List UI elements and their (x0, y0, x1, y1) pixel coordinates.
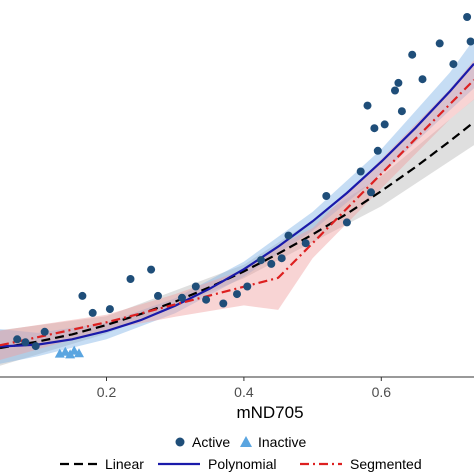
legend-label-segmented: Segmented (350, 456, 422, 472)
data-point-active (31, 342, 40, 351)
data-point-active (435, 39, 444, 48)
legend: Active Inactive Linear Polynomial Segmented (60, 434, 422, 472)
data-point-inactive (60, 346, 71, 356)
data-point-active (370, 124, 379, 133)
data-point-active (408, 50, 417, 59)
x-tick-label: 0.2 (97, 384, 117, 400)
fit-line-linear (0, 121, 474, 350)
data-point-active (322, 192, 331, 200)
data-point-active (373, 146, 382, 155)
data-point-active (418, 75, 427, 84)
x-axis-title: mND705 (236, 403, 303, 422)
data-point-active (105, 305, 114, 314)
x-axis-ticks: 0.2 0.4 0.6 (97, 377, 391, 400)
data-point-active (233, 290, 241, 299)
x-tick-label: 0.6 (372, 384, 392, 400)
fit-lines (0, 62, 474, 350)
fit-line-polynomial (0, 62, 474, 348)
data-point-active (267, 259, 276, 268)
data-point-active (257, 256, 265, 265)
data-point-active (356, 167, 365, 176)
data-point-active (463, 13, 472, 21)
data-points (13, 13, 474, 359)
confidence-bands (0, 39, 474, 366)
data-point-inactive (74, 348, 84, 358)
data-point-active (78, 291, 87, 300)
confidence-band-polynomial (0, 39, 474, 364)
data-point-active (219, 299, 228, 308)
data-point-active (380, 120, 389, 129)
data-point-active (397, 107, 406, 116)
data-point-active (367, 188, 375, 197)
data-point-active (363, 101, 372, 110)
x-tick-label: 0.4 (234, 384, 254, 400)
data-point-active (301, 239, 310, 248)
data-point-active (342, 218, 351, 227)
data-point-active (21, 338, 30, 347)
data-point-active (394, 78, 403, 87)
data-point-active (284, 231, 293, 240)
legend-marker-inactive (240, 436, 252, 447)
data-point-active (191, 282, 200, 291)
legend-label-active: Active (192, 434, 230, 450)
data-point-active (391, 86, 399, 95)
data-point-active (277, 254, 286, 263)
confidence-band-segmented (0, 60, 474, 361)
data-point-active (40, 327, 49, 336)
legend-label-linear: Linear (105, 456, 144, 472)
data-point-active (178, 293, 186, 302)
legend-marker-active (175, 437, 185, 447)
data-point-active (202, 295, 211, 304)
data-point-active (466, 37, 474, 46)
legend-label-polynomial: Polynomial (208, 456, 276, 472)
data-point-active (88, 308, 97, 317)
data-point-active (126, 275, 135, 283)
data-point-active (154, 291, 162, 300)
legend-label-inactive: Inactive (258, 434, 306, 450)
data-point-active (147, 265, 156, 274)
data-point-active (243, 282, 252, 291)
data-point-active (13, 335, 22, 344)
fit-line-segmented (0, 79, 474, 347)
data-point-active (449, 60, 458, 69)
